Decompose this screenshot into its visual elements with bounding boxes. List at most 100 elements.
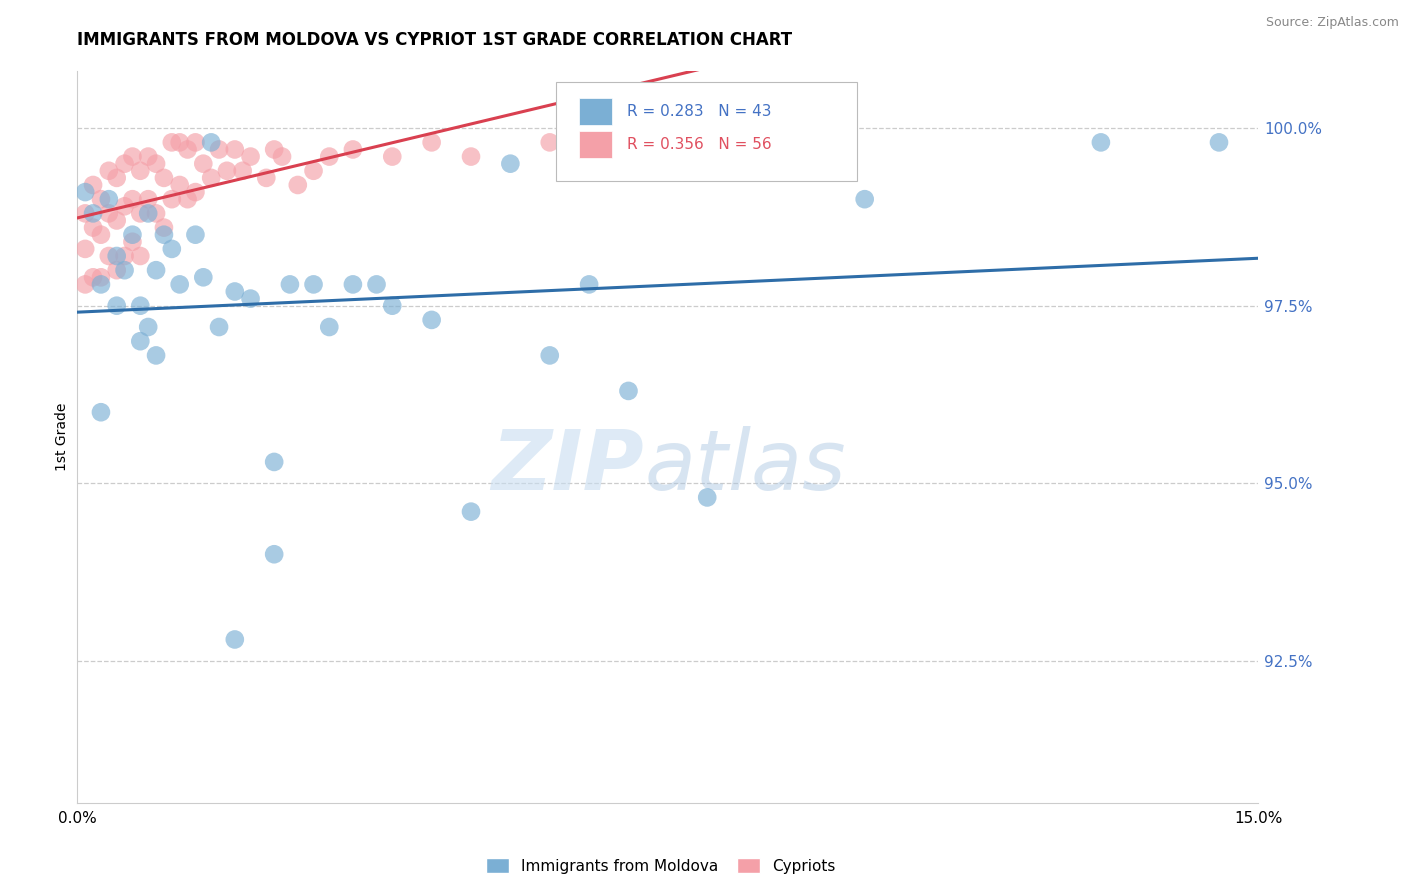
Point [460,505,482,519]
Point [193,270,215,285]
Point [420,136,443,150]
Point [121,150,143,164]
Point [263,547,285,561]
Point [105,170,128,185]
FancyBboxPatch shape [579,98,613,126]
Point [271,150,294,164]
Point [342,277,364,292]
Point [145,156,167,170]
Point [224,143,246,157]
Point [136,150,159,164]
Point [460,150,482,164]
Legend: Immigrants from Moldova, Cypriots: Immigrants from Moldova, Cypriots [479,852,842,880]
Point [153,227,176,242]
Point [342,143,364,157]
FancyBboxPatch shape [555,82,856,181]
Point [215,163,238,178]
Point [90,227,112,242]
Point [287,178,309,192]
Point [1208,136,1230,150]
Y-axis label: 1st Grade: 1st Grade [55,403,69,471]
Point [160,136,183,150]
Point [538,136,561,150]
Point [184,136,207,150]
Point [381,150,404,164]
Point [420,313,443,327]
Point [538,348,561,362]
Point [278,277,301,292]
Point [105,263,128,277]
Point [145,348,167,362]
Point [90,270,112,285]
Point [75,277,97,292]
Point [97,249,120,263]
Text: R = 0.356   N = 56: R = 0.356 N = 56 [627,137,770,152]
Point [169,178,191,192]
Point [239,150,262,164]
Point [75,242,97,256]
Point [184,185,207,199]
Point [200,170,222,185]
Point [82,206,104,220]
Point [318,320,340,334]
Point [208,143,231,157]
Point [169,277,191,292]
Point [82,270,104,285]
Point [121,192,143,206]
Point [129,334,152,349]
Point [114,199,136,213]
Point [145,206,167,220]
Point [145,263,167,277]
Point [75,206,97,220]
Text: atlas: atlas [644,425,846,507]
Text: ZIP: ZIP [492,425,644,507]
Point [136,192,159,206]
Point [696,491,718,505]
Point [200,136,222,150]
Point [105,299,128,313]
Point [160,242,183,256]
Point [121,235,143,249]
Point [263,455,285,469]
Point [853,192,876,206]
Point [578,277,600,292]
Point [318,150,340,164]
Point [184,227,207,242]
Point [114,156,136,170]
Point [90,192,112,206]
Point [129,163,152,178]
Point [232,163,254,178]
Point [302,277,325,292]
Point [254,170,277,185]
Point [82,178,104,192]
Point [224,285,246,299]
Point [153,170,176,185]
Point [160,192,183,206]
Point [90,277,112,292]
Point [169,136,191,150]
Point [82,220,104,235]
Point [366,277,388,292]
Point [176,143,198,157]
Point [121,227,143,242]
Point [208,320,231,334]
Point [129,249,152,263]
Point [75,185,97,199]
Point [129,206,152,220]
Text: IMMIGRANTS FROM MOLDOVA VS CYPRIOT 1ST GRADE CORRELATION CHART: IMMIGRANTS FROM MOLDOVA VS CYPRIOT 1ST G… [77,31,793,49]
Point [193,156,215,170]
Point [105,249,128,263]
FancyBboxPatch shape [579,130,613,159]
Point [617,384,640,398]
Point [176,192,198,206]
Point [136,206,159,220]
Point [263,143,285,157]
Point [114,263,136,277]
Point [97,163,120,178]
Point [90,405,112,419]
Point [105,213,128,227]
Point [97,192,120,206]
Point [224,632,246,647]
Point [1090,136,1112,150]
Point [136,320,159,334]
